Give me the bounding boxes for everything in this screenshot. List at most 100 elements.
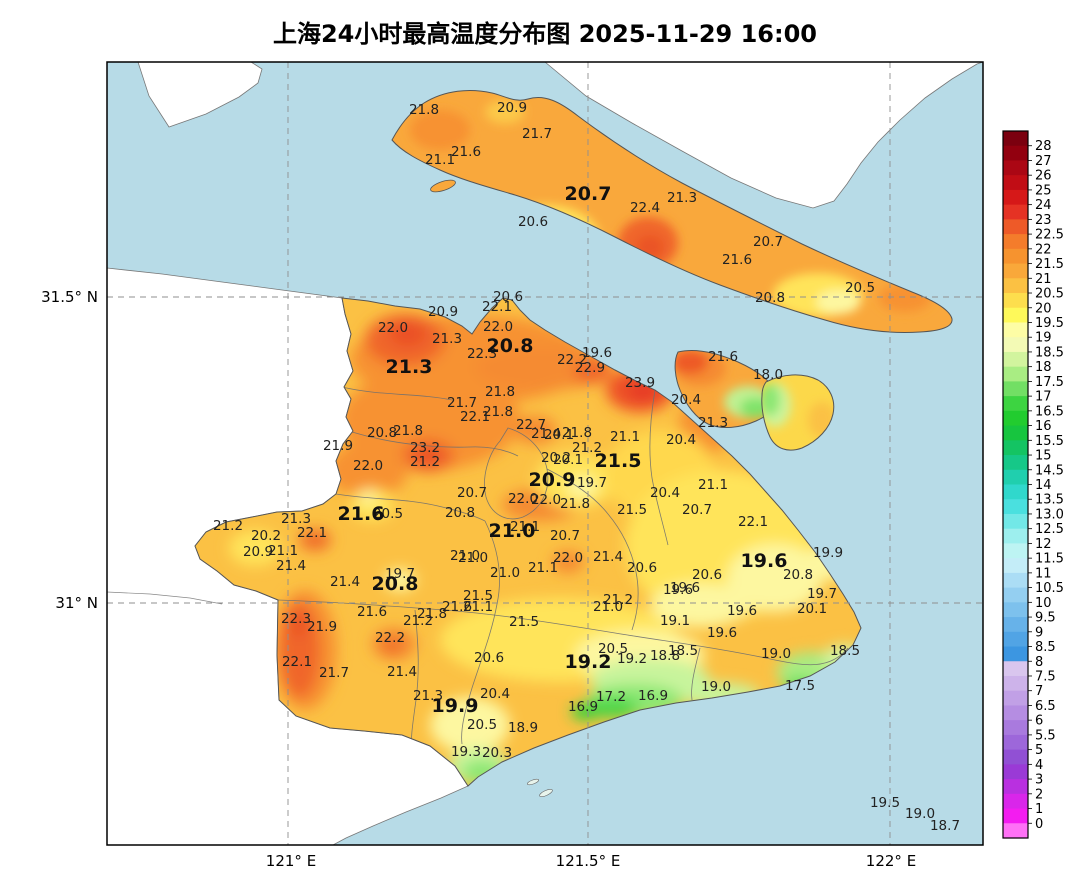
colorbar-cell — [1003, 455, 1028, 470]
colorbar-tick-label: 10.5 — [1035, 581, 1064, 596]
temp-label: 20.8 — [372, 573, 419, 595]
colorbar-tick-label: 27 — [1035, 154, 1052, 169]
temp-label: 22.1 — [282, 654, 312, 670]
temp-label: 18.7 — [930, 818, 960, 834]
temp-label: 20.9 — [428, 304, 458, 320]
colorbar-cell — [1003, 175, 1028, 190]
colorbar-tick-label: 4 — [1035, 758, 1043, 773]
colorbar-cell — [1003, 823, 1028, 838]
colorbar-tick-label: 14.5 — [1035, 463, 1064, 478]
colorbar-tick-label: 21.5 — [1035, 257, 1064, 272]
colorbar-tick-label: 13.0 — [1035, 507, 1064, 522]
colorbar-cell — [1003, 676, 1028, 691]
temp-label: 21.7 — [319, 665, 349, 681]
temperature-map: 21.820.921.721.621.120.622.421.320.721.6… — [0, 0, 1080, 889]
temp-label: 21.1 — [268, 543, 298, 559]
colorbar-tick-label: 20.5 — [1035, 287, 1064, 302]
temp-label: 21.8 — [485, 384, 515, 400]
temp-label: 21.0 — [490, 565, 520, 581]
colorbar-cell — [1003, 396, 1028, 411]
temp-label: 22.0 — [531, 492, 561, 508]
colorbar-tick-label: 9.5 — [1035, 611, 1056, 626]
colorbar-cell — [1003, 264, 1028, 279]
temp-label: 19.2 — [617, 651, 647, 667]
colorbar-cell — [1003, 367, 1028, 382]
colorbar-tick-label: 13.5 — [1035, 493, 1064, 508]
lon-label-121-5E: 121.5° E — [556, 852, 621, 870]
colorbar-cell — [1003, 779, 1028, 794]
temp-label: 21.0 — [489, 520, 536, 542]
colorbar-tick-label: 21 — [1035, 272, 1052, 287]
colorbar-tick-label: 23 — [1035, 213, 1052, 228]
colorbar-cell — [1003, 426, 1028, 441]
lat-label-31-5N: 31.5° N — [41, 288, 98, 306]
temp-label: 20.7 — [550, 528, 580, 544]
temp-label: 22.1 — [460, 409, 490, 425]
temp-label: 17.2 — [596, 689, 626, 705]
temp-label: 20.5 — [467, 717, 497, 733]
temp-label: 20.4 — [480, 686, 510, 702]
temp-label: 20.6 — [518, 214, 548, 230]
temp-label: 20.7 — [457, 485, 487, 501]
colorbar-tick-label: 16.5 — [1035, 404, 1064, 419]
colorbar-tick-label: 16 — [1035, 419, 1052, 434]
temp-label: 20.7 — [565, 183, 612, 205]
temp-label: 21.9 — [323, 438, 353, 454]
colorbar-cell — [1003, 573, 1028, 588]
temp-label: 21.8 — [562, 425, 592, 441]
page-title: 上海24小时最高温度分布图 2025-11-29 16:00 — [273, 20, 817, 48]
lon-label-121E: 121° E — [266, 852, 316, 870]
colorbar-tick-label: 7.5 — [1035, 669, 1056, 684]
temp-label: 19.7 — [577, 475, 607, 491]
colorbar-cell — [1003, 617, 1028, 632]
temp-label: 20.5 — [845, 280, 875, 296]
colorbar: 28272625242322.52221.52120.52019.51918.5… — [1003, 131, 1064, 839]
temp-label: 17.5 — [785, 678, 815, 694]
colorbar-tick-label: 19 — [1035, 331, 1052, 346]
colorbar-tick-label: 1 — [1035, 802, 1043, 817]
temp-label: 20.6 — [627, 560, 657, 576]
colorbar-cell — [1003, 337, 1028, 352]
temp-label: 19.2 — [565, 651, 612, 673]
temp-label: 20.6 — [474, 650, 504, 666]
temp-label: 21.4 — [387, 664, 417, 680]
temp-label: 21.1 — [610, 429, 640, 445]
weather-map-page: 21.820.921.721.621.120.622.421.320.721.6… — [0, 0, 1080, 889]
colorbar-tick-label: 6.5 — [1035, 699, 1056, 714]
colorbar-cell — [1003, 470, 1028, 485]
colorbar-tick-label: 8 — [1035, 655, 1043, 670]
temp-label: 19.9 — [432, 695, 479, 717]
temp-label: 18.9 — [508, 720, 538, 736]
colorbar-cell — [1003, 131, 1028, 146]
colorbar-cell — [1003, 308, 1028, 323]
temp-label: 21.8 — [409, 102, 439, 118]
colorbar-cell — [1003, 558, 1028, 573]
colorbar-cell — [1003, 293, 1028, 308]
temp-label: 20.4 — [666, 432, 696, 448]
temp-label: 22.4 — [630, 200, 660, 216]
colorbar-tick-label: 26 — [1035, 169, 1052, 184]
colorbar-tick-label: 11.5 — [1035, 552, 1064, 567]
colorbar-tick-label: 0 — [1035, 817, 1043, 832]
colorbar-tick-label: 24 — [1035, 198, 1052, 213]
colorbar-cell — [1003, 705, 1028, 720]
temp-label: 22.1 — [482, 299, 512, 315]
colorbar-cell — [1003, 322, 1028, 337]
temp-label: 20.7 — [682, 502, 712, 518]
temp-label: 19.6 — [707, 625, 737, 641]
colorbar-tick-label: 9 — [1035, 625, 1043, 640]
colorbar-cell — [1003, 440, 1028, 455]
colorbar-cell — [1003, 485, 1028, 500]
temp-label: 19.0 — [761, 646, 791, 662]
colorbar-tick-label: 12.5 — [1035, 522, 1064, 537]
colorbar-cell — [1003, 499, 1028, 514]
temp-label: 20.8 — [487, 335, 534, 357]
colorbar-tick-label: 17 — [1035, 390, 1052, 405]
temp-label: 21.6 — [451, 144, 481, 160]
temp-label: 21.3 — [667, 190, 697, 206]
colorbar-cell — [1003, 632, 1028, 647]
colorbar-tick-label: 5.5 — [1035, 728, 1056, 743]
colorbar-tick-label: 18.5 — [1035, 345, 1064, 360]
temp-label: 22.2 — [375, 630, 405, 646]
colorbar-tick-label: 8.5 — [1035, 640, 1056, 655]
